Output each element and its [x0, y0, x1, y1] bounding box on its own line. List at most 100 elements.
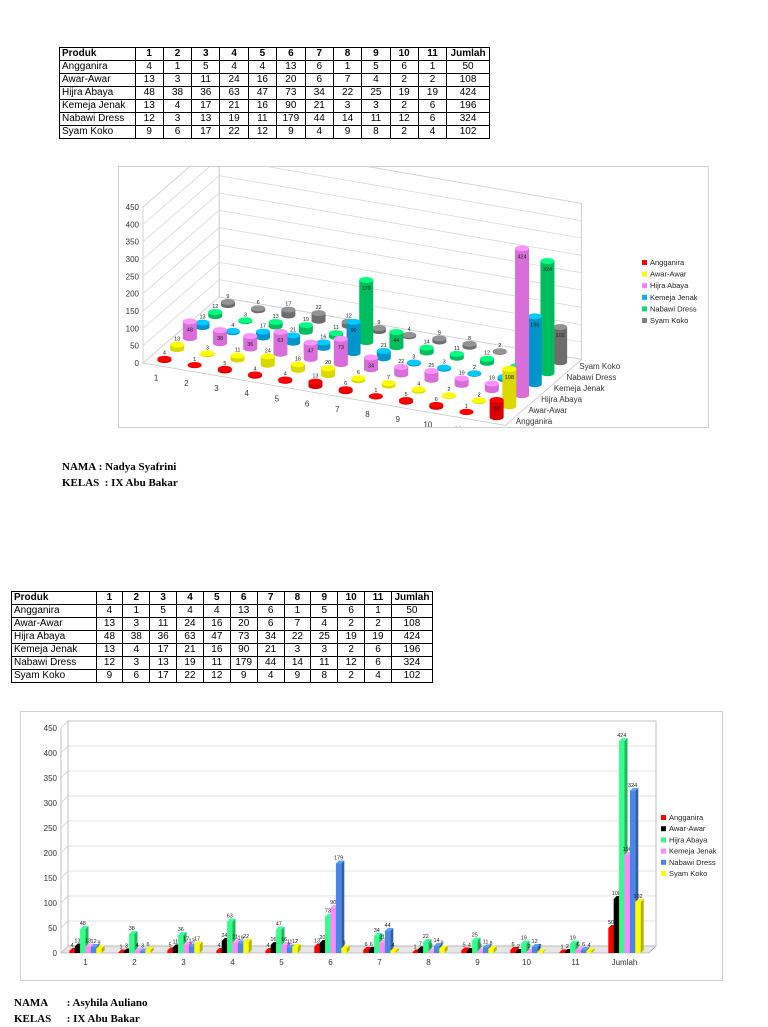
data-label: 21 — [290, 327, 296, 333]
x-tick-label: 9 — [475, 958, 480, 967]
total-cell: 196 — [446, 99, 490, 113]
cylinder-top — [359, 277, 374, 284]
x-tick-label: 5 — [279, 958, 284, 967]
data-label: 424 — [517, 254, 526, 260]
gridline-side — [60, 945, 69, 954]
data-label: 20 — [325, 360, 331, 366]
cylinder-top — [462, 340, 477, 347]
value-cell: 13 — [134, 73, 164, 87]
bar-top — [227, 918, 236, 922]
cylinder-top — [213, 327, 228, 334]
data-label: 16 — [320, 334, 326, 340]
cylinder-bar: 3 — [200, 345, 215, 358]
nama-label: NAMA — [62, 461, 97, 473]
cylinder-top — [329, 330, 344, 337]
data-label: 6 — [357, 370, 360, 376]
x-tick-label: 9 — [395, 415, 400, 424]
cylinder-body — [182, 321, 197, 342]
x-tick-label: 2 — [184, 379, 189, 388]
cylinder-top — [484, 380, 499, 387]
bar-top — [90, 944, 100, 947]
y-tick-label: 200 — [126, 290, 140, 299]
data-label: 22 — [398, 359, 404, 365]
data-label: 12 — [484, 351, 490, 357]
value-cell: 12 — [389, 112, 419, 126]
bar-top — [194, 941, 203, 945]
cylinder-body — [303, 342, 318, 362]
data-label: 14 — [434, 938, 440, 944]
bar: 38 — [129, 926, 138, 953]
value-cell: 7 — [332, 73, 363, 87]
bar-front — [482, 947, 489, 953]
x-tick-label: 6 — [328, 958, 333, 967]
data-label: 19 — [459, 370, 465, 376]
data-label: 4 — [408, 327, 411, 333]
y-tick-label: 100 — [126, 324, 140, 333]
value-cell: 38 — [162, 86, 193, 100]
bar-front — [74, 946, 81, 953]
bar-front — [335, 863, 342, 953]
nama-value: : Nadya Syafrini — [98, 461, 177, 473]
data-label: 3 — [125, 944, 128, 950]
bar-front — [178, 935, 184, 953]
cylinder-top — [281, 306, 296, 313]
value-cell: 2 — [337, 669, 366, 683]
data-label: 25 — [428, 363, 434, 369]
cylinder-top — [454, 375, 469, 382]
data-label: 1 — [465, 404, 468, 410]
bar-front — [423, 942, 429, 953]
cylinder-bar: 21 — [286, 327, 301, 346]
cylinder-bar: 2 — [472, 392, 487, 405]
product-name-cell: Kemeja Jenak — [11, 643, 97, 657]
data-table-1: Produk 1 2 3 4 5 6 7 8 9 10 11 Jumlah Angganira 4 1 5 4 4 1… — [59, 47, 490, 139]
data-label: 22 — [423, 934, 429, 940]
value-cell: 11 — [361, 112, 391, 126]
gridline-side — [60, 920, 69, 929]
bar-front — [570, 943, 576, 953]
total-cell: 324 — [390, 656, 434, 670]
cylinder-top — [459, 408, 474, 415]
legend-label: Kemeja Jenak — [669, 847, 717, 856]
data-label: 102 — [556, 333, 565, 339]
cylinder-body — [359, 280, 374, 346]
y-tick-label: 300 — [44, 799, 58, 808]
data-label: 47 — [276, 922, 282, 928]
value-cell: 34 — [256, 630, 285, 644]
legend-swatch — [642, 271, 647, 277]
cylinder-top — [220, 298, 235, 305]
data-label: 5 — [405, 392, 408, 398]
legend-label: Hijra Abaya — [650, 281, 689, 290]
series-depth-label: Angganira — [516, 417, 553, 426]
bar-front — [537, 952, 543, 953]
x-tick-label: 4 — [230, 958, 235, 967]
value-cell: 179 — [229, 656, 258, 670]
value-cell: 25 — [310, 630, 339, 644]
data-label: 13 — [74, 939, 80, 945]
bar-side — [477, 937, 481, 953]
data-label: 2 — [447, 387, 450, 393]
cylinder-top — [303, 339, 318, 346]
value-cell: 3 — [310, 643, 339, 657]
table-header-cell: 10 — [389, 47, 419, 61]
cylinder-bar: 17 — [255, 324, 270, 341]
cylinder-body — [489, 399, 504, 421]
cylinder-body — [213, 330, 228, 347]
student-info-2: NAMA : Asyhila Auliano KELAS : IX Abu Ba… — [14, 995, 147, 1027]
legend-label: Syam Koko — [650, 316, 688, 325]
table-header-cell: 11 — [364, 591, 392, 605]
cylinder-top — [333, 335, 348, 342]
value-cell: 5 — [310, 604, 339, 618]
value-cell: 47 — [247, 86, 278, 100]
legend-label: Angganira — [650, 258, 685, 267]
cylinder-top — [480, 355, 495, 362]
data-label: 108 — [612, 891, 621, 897]
legend-label: Kemeja Jenak — [650, 293, 698, 302]
bar-front — [90, 947, 97, 953]
table-row: Kemeja Jenak 13 4 17 21 16 90 21 3 3 2 6 196 — [11, 643, 434, 657]
y-tick-label: 350 — [44, 774, 58, 783]
value-cell: 6 — [417, 112, 448, 126]
legend-swatch — [661, 826, 666, 832]
y-tick-label: 450 — [44, 724, 58, 733]
value-cell: 1 — [417, 60, 448, 74]
data-label: 3 — [430, 944, 433, 950]
